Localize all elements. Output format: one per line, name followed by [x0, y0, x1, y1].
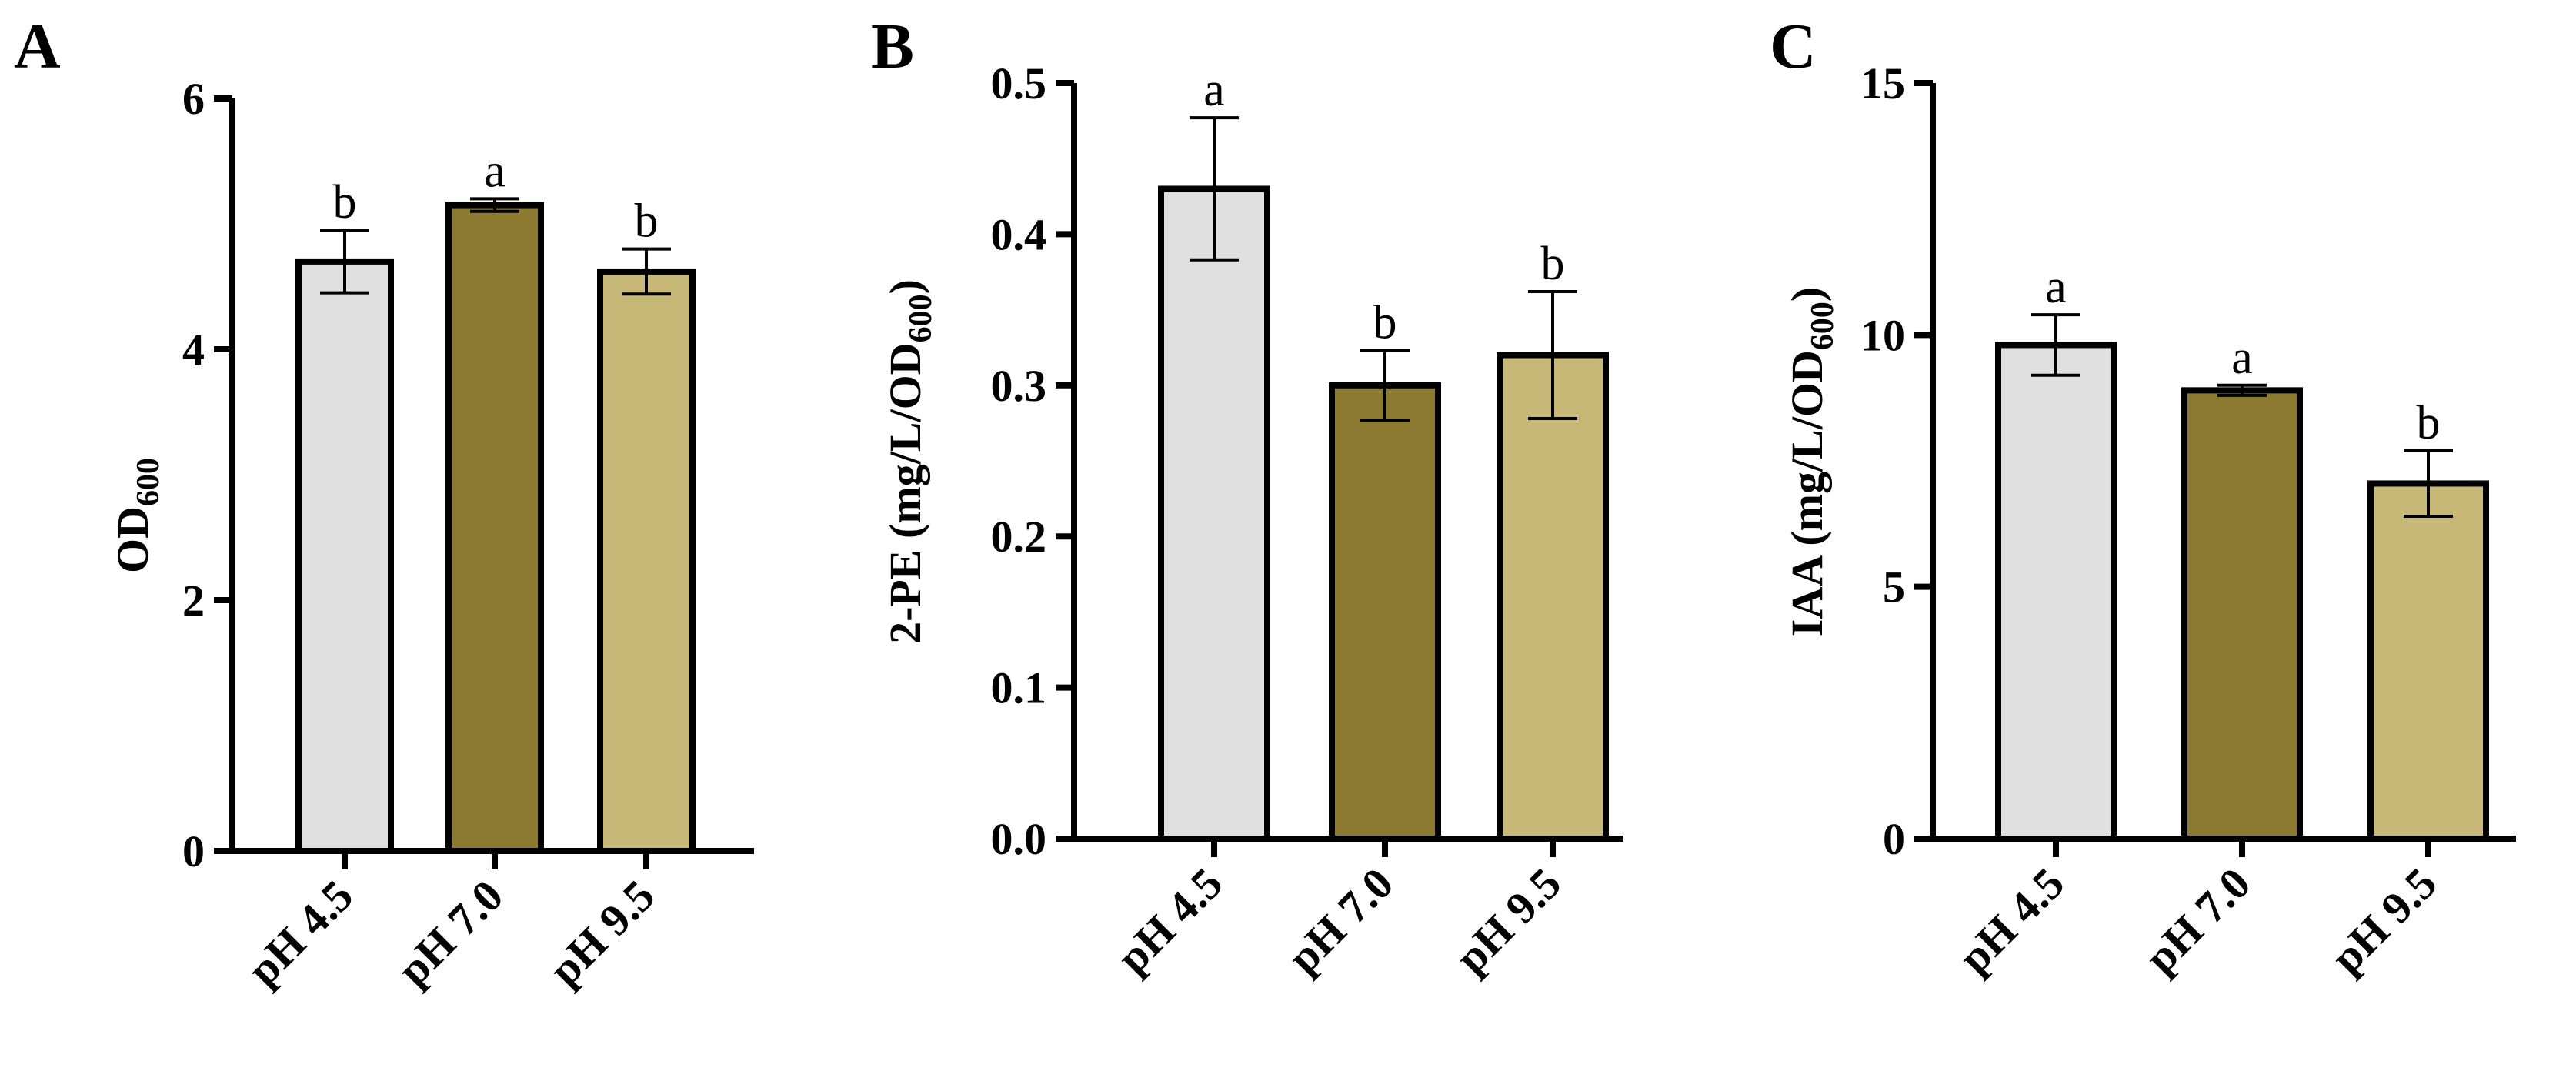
panel-a-y-tick-label-0: 0	[182, 826, 205, 876]
panel-c-letter: C	[1770, 11, 1817, 82]
panel-c-x-label-1: pH 4.5	[1949, 858, 2074, 983]
panel-a-y-tick-label-1: 2	[182, 576, 205, 626]
panel-b-y-tick-label-4: 0.4	[991, 209, 1047, 259]
panel-c-x-label-2: pH 7.0	[2135, 858, 2260, 983]
panel-b-y-title-tail: )	[880, 279, 930, 294]
panel-b-bar-2	[1329, 382, 1441, 842]
panel-b-significance-2: b	[1373, 297, 1397, 349]
panel-a-error-bar-2	[470, 197, 519, 213]
panel-a-bar-2	[445, 202, 544, 854]
panel-c-y-tick-label-1: 5	[1883, 562, 1905, 612]
panel-a-x-label-1: pH 4.5	[238, 870, 362, 995]
panel-b-y-tick-label-3: 0.3	[991, 361, 1047, 411]
panel-b-error-bar-2	[1360, 349, 1410, 422]
panel-a-error-bar-1	[320, 229, 369, 295]
panel-c-y-title-tail: )	[1782, 287, 1832, 302]
panel-a-y-title-sub: 600	[131, 458, 166, 506]
panel-c-significance-3: b	[2417, 397, 2441, 449]
panel-c-significance-2: a	[2231, 332, 2253, 384]
panel-b-x-label-1: pH 4.5	[1107, 858, 1232, 983]
panel-a-significance-3: b	[635, 195, 659, 248]
panel-b-bar-3	[1497, 352, 1609, 842]
panel-a-y-axis-title: OD600	[108, 458, 166, 573]
panel-b: B 2-PE (mg/L/OD600) a b b 0.0 0.1 0.2 0.3 0.4 0.…	[871, 11, 1623, 983]
panel-b-significance-1: a	[1203, 64, 1225, 116]
panel-b-y-axis-title: 2-PE (mg/L/OD600)	[880, 279, 939, 644]
panel-c-y-tick-label-3: 15	[1860, 58, 1905, 108]
panel-b-y-tick-label-1: 0.1	[991, 663, 1047, 713]
panel-a-significance-1: b	[333, 176, 357, 229]
panel-c-y-title-sub: 600	[1805, 302, 1840, 350]
panel-a-bar-1	[295, 258, 394, 854]
panel-c-y-tick-label-0: 0	[1883, 814, 1905, 864]
panel-b-error-bar-3	[1528, 290, 1577, 421]
panel-c-y-title-main: IAA (mg/L/OD	[1782, 350, 1832, 636]
panel-b-x-label-2: pH 7.0	[1278, 858, 1403, 983]
panel-a-bar-3	[597, 268, 696, 854]
panel-b-y-title-main: 2-PE (mg/L/OD	[880, 342, 930, 643]
panel-b-error-bar-1	[1190, 116, 1239, 262]
panel-a-y-tick-label-2: 4	[182, 325, 205, 375]
panel-a-significance-2: a	[484, 145, 506, 197]
panel-c: C IAA (mg/L/OD600) a a b 0 5 10 15 pH 4.5 pH 7.0…	[1770, 11, 2516, 983]
panel-b-x-label-3: pH 9.5	[1446, 858, 1570, 983]
panel-b-letter: B	[871, 11, 914, 82]
panel-c-y-axis-title: IAA (mg/L/OD600)	[1782, 287, 1840, 637]
panel-b-bar-1	[1158, 185, 1270, 842]
panel-b-significance-3: b	[1541, 238, 1565, 290]
panel-c-error-bar-2	[2217, 383, 2267, 397]
panel-c-error-bar-1	[2031, 313, 2080, 377]
panel-a-error-bar-3	[622, 247, 671, 296]
panel-c-x-label-3: pH 9.5	[2321, 858, 2446, 983]
panel-a-y-tick-label-3: 6	[182, 74, 205, 124]
panel-c-significance-1: a	[2045, 261, 2067, 313]
panel-c-bar-2	[2181, 387, 2303, 842]
panel-a-letter: A	[14, 11, 61, 82]
panel-b-y-title-sub: 600	[903, 294, 939, 342]
panel-b-y-tick-label-5: 0.5	[991, 58, 1047, 108]
panel-c-bar-1	[1995, 342, 2117, 842]
panel-b-y-tick-label-0: 0.0	[991, 814, 1047, 864]
panel-c-y-tick-label-2: 10	[1860, 310, 1905, 360]
panel-b-y-tick-label-2: 0.2	[991, 512, 1047, 562]
panel-a-x-label-2: pH 7.0	[388, 870, 512, 995]
panel-a: A OD600 b a b 0 2 4 6 pH 4.5 pH 7.0 pH 9.5	[14, 11, 754, 995]
panel-a-x-label-3: pH 9.5	[539, 870, 664, 995]
panel-c-error-bar-3	[2404, 449, 2453, 519]
panel-a-y-title-main: OD	[108, 506, 158, 573]
panel-c-bar-3	[2367, 480, 2489, 842]
